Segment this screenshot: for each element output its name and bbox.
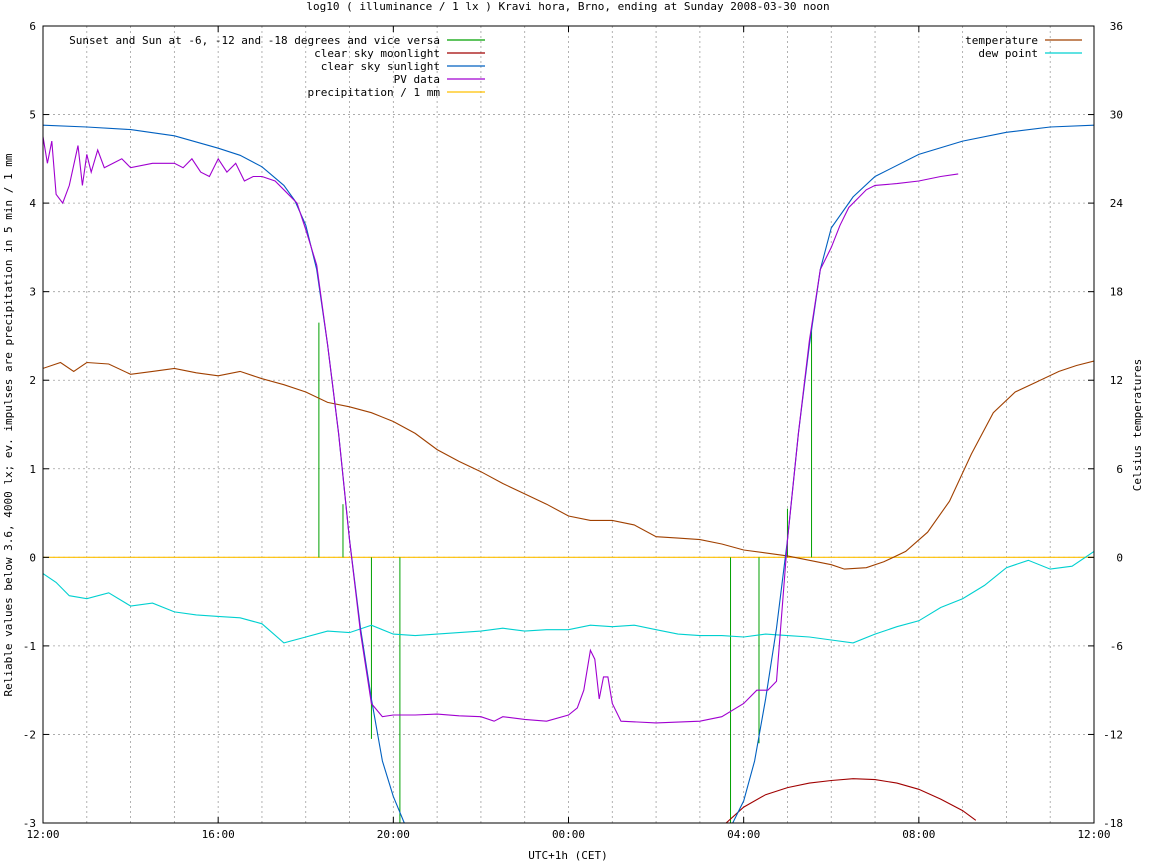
- y-tick-label: 5: [29, 109, 36, 122]
- x-axis-label: UTC+1h (CET): [528, 849, 607, 862]
- y-tick-label: 2: [29, 374, 36, 387]
- series-line: [725, 778, 977, 823]
- y-axis-label: Reliable values below 3.6, 4000 lx; ev. …: [2, 153, 15, 696]
- y-tick-label: -2: [23, 728, 36, 741]
- x-tick-label: 04:00: [727, 828, 760, 841]
- series-line: [43, 550, 1094, 644]
- y-tick-label: 3: [29, 286, 36, 299]
- y2-tick-label: 36: [1110, 20, 1123, 33]
- legend-label: dew point: [978, 47, 1038, 60]
- y-tick-label: -3: [23, 817, 36, 830]
- y2-tick-label: 6: [1116, 463, 1123, 476]
- x-tick-label: 20:00: [377, 828, 410, 841]
- y2-tick-label: 0: [1116, 551, 1123, 564]
- y2-tick-label: -6: [1110, 640, 1123, 653]
- series-dew-point: [43, 550, 1094, 644]
- series-clear-sky-moonlight: [725, 778, 977, 823]
- y2-axis-label: Celsius temperatures: [1131, 359, 1144, 491]
- x-tick-label: 12:00: [1077, 828, 1110, 841]
- y2-tick-label: 12: [1110, 374, 1123, 387]
- axis-ticks: 12:00 16:00 20:00 00:00 04:00 08:00 12:00-3-2-…: [23, 20, 1124, 841]
- y2-tick-label: -18: [1103, 817, 1123, 830]
- plot-frame: [42, 25, 1095, 824]
- legend-label: clear sky moonlight: [314, 47, 440, 60]
- legend-label: Sunset and Sun at -6, -12 and -18 degree…: [69, 34, 440, 47]
- y-tick-label: -1: [23, 640, 36, 653]
- x-tick-label: 00:00: [552, 828, 585, 841]
- y2-tick-label: 24: [1110, 197, 1124, 210]
- y-tick-label: 4: [29, 197, 36, 210]
- series-layer: [43, 124, 1094, 823]
- y2-tick-label: -12: [1103, 728, 1123, 741]
- legend-label: temperature: [965, 34, 1038, 47]
- series-line: [43, 136, 959, 724]
- legend-label: clear sky sunlight: [321, 60, 440, 73]
- grid-lines: [43, 26, 1094, 823]
- legend-label: precipitation / 1 mm: [308, 86, 441, 99]
- legend: Sunset and Sun at -6, -12 and -18 degree…: [69, 34, 1082, 99]
- series-temperature: [43, 360, 1094, 570]
- series-pv-data: [43, 136, 959, 724]
- series-clear-sky-sunlight: [43, 124, 1094, 823]
- x-tick-label: 12:00: [26, 828, 59, 841]
- series-sunset-and-sun-at-6-12-and-18-degrees-and-vice-versa: [318, 322, 813, 823]
- x-tick-label: 08:00: [902, 828, 935, 841]
- legend-label: PV data: [394, 73, 440, 86]
- y2-tick-label: 18: [1110, 286, 1123, 299]
- y-tick-label: 0: [29, 551, 36, 564]
- series-line: [43, 360, 1094, 570]
- series-line: [43, 124, 1094, 823]
- y2-tick-label: 30: [1110, 109, 1123, 122]
- y-tick-label: 1: [29, 463, 36, 476]
- x-tick-label: 16:00: [202, 828, 235, 841]
- y-tick-label: 6: [29, 20, 36, 33]
- chart-title: log10 ( illuminance / 1 lx ) Kravi hora,…: [306, 0, 829, 13]
